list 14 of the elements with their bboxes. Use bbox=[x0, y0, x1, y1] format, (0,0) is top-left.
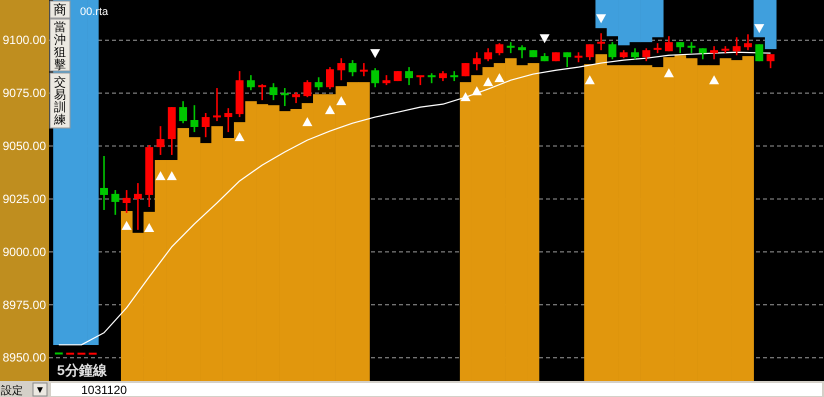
text: 設定 bbox=[1, 384, 23, 397]
x-tick-label: 1031120 bbox=[81, 383, 128, 397]
annotation: 當沖狙擊 bbox=[54, 20, 66, 72]
y-tick-label: 9100.00 bbox=[2, 33, 46, 48]
y-tick-label: 9000.00 bbox=[2, 244, 46, 259]
y-tick-label: 9050.00 bbox=[2, 139, 46, 154]
annotation: 交易訓練 bbox=[53, 75, 66, 126]
y-tick-label: 8950.00 bbox=[2, 350, 46, 365]
y-tick-label: 9025.00 bbox=[2, 192, 46, 206]
y-tick-label: 8975.00 bbox=[2, 298, 46, 312]
annotation: 商 bbox=[54, 2, 66, 17]
annotation: 5分鐘線 bbox=[57, 362, 108, 378]
y-tick-label: 9075.00 bbox=[2, 86, 46, 100]
text: ▼ bbox=[35, 385, 45, 396]
